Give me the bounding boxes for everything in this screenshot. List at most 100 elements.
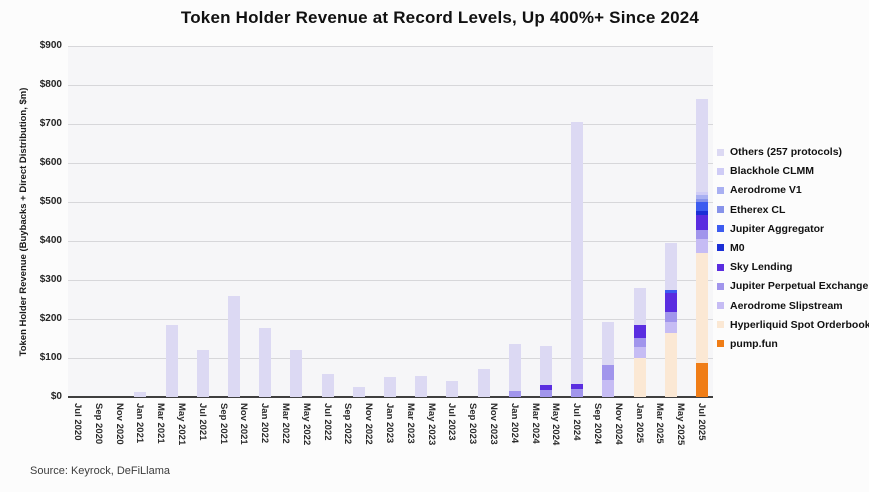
bar-oct-2022 [352,386,365,397]
legend-item: Jupiter Aggregator [717,223,869,235]
legend-label: Jupiter Perpetual Exchange [730,280,869,293]
legend-item: Jupiter Perpetual Exchange [717,280,869,292]
chart-title: Token Holder Revenue at Record Levels, U… [180,8,700,27]
legend-swatch-icon [717,167,724,175]
bar-segment-aerodrome-slipstream [633,347,646,358]
x-tick-label: Jul 2023 [446,403,458,441]
x-tick-label: Jul 2022 [321,403,333,441]
bar-segment-others-257-protocols- [696,98,708,193]
x-tick-label: Mar 2022 [280,403,291,444]
bar-segment-others-257-protocols- [259,327,272,397]
y-tick-label: $200 [39,313,62,324]
bar-segment-others-257-protocols- [571,122,584,385]
x-tick-label: May 2022 [300,403,312,446]
x-tick-label: Jan 2023 [384,403,395,444]
bar-segment-others-257-protocols- [134,391,147,397]
bar-segment-blackhole-clmm [696,192,708,196]
x-tick-label: May 2025 [675,403,687,446]
gridline [68,162,713,164]
bar-oct-2024 [602,322,615,397]
x-tick-label: Sep 2022 [342,403,354,445]
y-tick-label: $800 [39,79,62,90]
bar-segment-others-257-protocols- [290,349,303,397]
x-tick-label: Nov 2024 [612,403,624,445]
gridline [68,240,713,242]
bar-segment-others-257-protocols- [633,288,646,326]
x-tick-label: Nov 2020 [113,403,125,445]
bar-segment-others-257-protocols- [384,376,396,397]
bar-segment-others-257-protocols- [415,375,428,397]
legend-item: Hyperliquid Spot Orderbook [717,319,869,331]
x-tick-label: Jan 2021 [134,403,146,444]
legend: Others (257 protocols) Blackhole CLMM Aero… [717,146,869,350]
legend-item: Aerodrome Slipstream [717,300,869,312]
bar-apr-2023 [415,375,428,397]
legend-swatch-icon [717,321,724,329]
bar-jan-2025 [633,288,646,397]
bar-segment-etherex-cl [696,198,708,203]
legend-swatch-icon [717,244,724,252]
bar-jan-2023 [384,376,396,397]
legend-swatch-icon [717,263,724,271]
x-tick-label: May 2023 [425,403,437,446]
y-tick-label: $900 [39,40,62,51]
x-tick-label: May 2021 [176,403,187,446]
bar-apr-2025 [664,243,677,397]
legend-swatch-icon [717,225,724,233]
bar-segment-others-257-protocols- [228,295,240,397]
bar-segment-jupiter-aggregator [664,290,677,294]
bar-segment-jupiter-perpetual-exchange [508,391,521,397]
x-tick-label: Nov 2021 [238,403,250,445]
bar-segment-jupiter-aggregator [696,202,708,212]
legend-item: Sky Lending [717,261,869,273]
x-tick-label: Mar 2024 [529,403,541,444]
legend-label: Others (257 protocols) [730,146,843,158]
bar-segment-others-257-protocols- [508,344,521,392]
y-tick-label: $600 [39,157,62,168]
legend-swatch-icon [717,302,724,309]
bar-segment-hyperliquid-spot-orderbook [633,358,646,397]
bar-segment-sky-lending [540,384,552,390]
bar-segment-aerodrome-slipstream [602,379,615,397]
bar-segment-others-257-protocols- [446,380,459,397]
y-tick-label: $500 [39,196,62,207]
x-tick-label: Nov 2023 [488,403,499,445]
bar-segment-jupiter-perpetual-exchange [602,365,615,380]
bar-oct-2021 [228,295,240,397]
plot-area [68,45,713,398]
legend-swatch-icon [717,186,724,194]
bar-jul-2021 [196,349,209,397]
legend-label: Jupiter Aggregator [730,222,825,235]
source-note: Source: Keyrock, DeFiLlama [30,465,170,477]
x-tick-label: Sep 2023 [467,403,479,445]
legend-item: pump.fun [717,338,869,350]
gridline [68,84,713,86]
x-tick-label: May 2024 [550,403,562,446]
bar-apr-2021 [165,324,178,397]
y-tick-label: $700 [39,118,62,129]
bar-segment-others-257-protocols- [477,369,490,397]
gridline [68,201,713,203]
x-tick-label: Sep 2020 [92,403,104,445]
bar-jul-2025 [696,98,708,397]
x-tick-label: Jan 2022 [259,403,271,444]
bar-segment-pump-fun [696,363,708,397]
y-tick-label: $300 [39,274,62,285]
bar-segment-others-257-protocols- [321,374,334,397]
x-axis-line [68,396,713,398]
bar-segment-hyperliquid-spot-orderbook [664,333,677,397]
bar-segment-sky-lending [633,325,646,339]
bar-segment-jupiter-perpetual-exchange [571,389,584,397]
legend-item: Blackhole CLMM [717,165,869,177]
legend-swatch-icon [717,206,724,214]
bar-jul-2023 [446,380,459,397]
bar-segment-others-257-protocols- [540,345,552,385]
y-tick-label: $100 [39,352,62,363]
gridline [68,279,713,281]
gridline [68,45,713,47]
legend-swatch-icon [717,148,724,156]
gridline [68,318,713,320]
legend-item: Etherex CL [717,204,869,216]
x-tick-label: Sep 2024 [592,403,603,445]
x-tick-label: Mar 2021 [155,403,167,444]
